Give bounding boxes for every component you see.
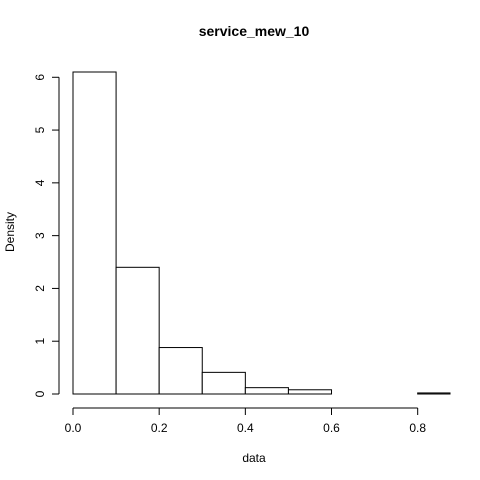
histogram-bar — [115, 266, 160, 395]
y-tick-label: 6 — [33, 74, 47, 81]
y-axis: 0 1 2 3 4 5 6 — [33, 74, 60, 397]
bars-group — [72, 71, 451, 395]
x-axis: 0.0 0.2 0.4 0.6 0.8 — [65, 407, 426, 435]
y-tick-label: 4 — [33, 179, 47, 186]
x-tick-label: 0.2 — [151, 421, 168, 435]
x-axis-label: data — [242, 451, 266, 465]
y-axis-label: Density — [3, 212, 17, 252]
y-tick-label: 1 — [33, 338, 47, 345]
x-tick-label: 0.4 — [237, 421, 254, 435]
histogram-bar — [244, 387, 289, 395]
x-tick-label: 0.6 — [323, 421, 340, 435]
y-tick-label: 0 — [33, 390, 47, 397]
histogram-bar — [287, 389, 333, 395]
histogram-bar — [417, 392, 451, 395]
histogram-bar — [201, 371, 246, 395]
histogram-bar — [72, 71, 117, 395]
y-tick-label: 3 — [33, 232, 47, 239]
chart-title: service_mew_10 — [199, 23, 310, 39]
x-tick-label: 0.8 — [409, 421, 426, 435]
x-tick-label: 0.0 — [65, 421, 82, 435]
y-tick-label: 2 — [33, 285, 47, 292]
histogram-bar — [158, 347, 203, 395]
y-tick-label: 5 — [33, 126, 47, 133]
